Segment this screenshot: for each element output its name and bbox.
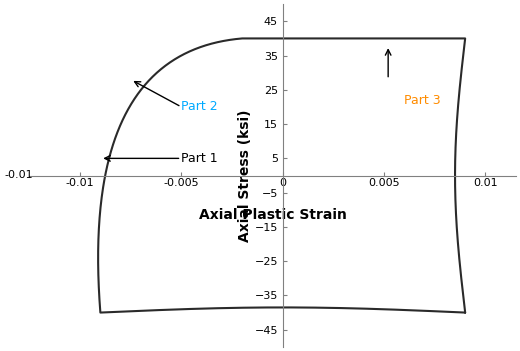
Text: Part 2: Part 2 — [181, 100, 218, 113]
Text: -0.01: -0.01 — [5, 171, 33, 180]
Text: Part 1: Part 1 — [181, 152, 218, 165]
X-axis label: Axial Plastic Strain: Axial Plastic Strain — [199, 208, 346, 222]
Y-axis label: Axial Stress (ksi): Axial Stress (ksi) — [238, 109, 252, 242]
Text: Part 3: Part 3 — [405, 94, 441, 107]
